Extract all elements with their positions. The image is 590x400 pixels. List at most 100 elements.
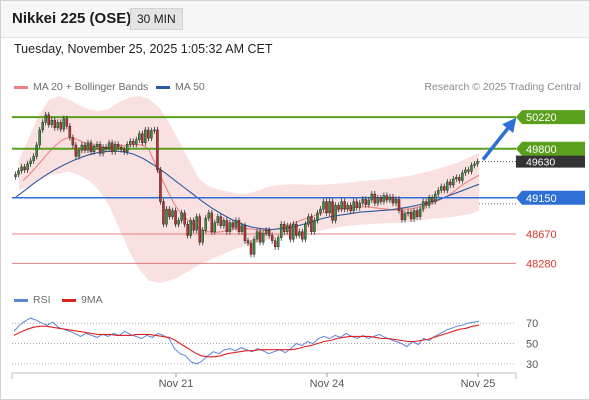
candle-body [282, 223, 286, 232]
candle-body [373, 193, 377, 204]
last-price-label: 49630 [526, 157, 555, 169]
candle-body [153, 129, 156, 132]
candle-body [470, 165, 473, 172]
candle-body [71, 137, 75, 146]
candle-body [304, 223, 307, 240]
timeframe-badge[interactable]: 30 MIN [130, 8, 183, 30]
candle-body [361, 199, 365, 204]
candle-body [301, 231, 304, 240]
chart-header: Nikkei 225 (OSE) 30 MIN [1, 1, 589, 38]
candle-body [243, 225, 247, 241]
candle-body [355, 201, 358, 208]
candle-body [86, 142, 90, 151]
candle-body [406, 211, 410, 214]
candle-body [258, 231, 262, 243]
candle-body [156, 129, 159, 171]
legend-swatch [14, 298, 28, 302]
candle-body [409, 211, 413, 220]
candle-body [452, 178, 455, 186]
candle-body [458, 177, 461, 181]
candle-body [231, 222, 235, 228]
candle-body [186, 223, 189, 236]
candle-body [14, 174, 17, 177]
candle-body [298, 231, 301, 236]
candle-body [122, 149, 126, 152]
candle-body [376, 197, 380, 204]
candle-body [273, 240, 277, 248]
candle-body [128, 141, 132, 145]
pivot-label: 49150 [526, 193, 557, 205]
candle-body [337, 205, 340, 210]
candle-body [192, 220, 195, 231]
candle-body [150, 130, 153, 139]
legend-swatch [62, 298, 76, 302]
candle-body [264, 230, 268, 234]
candle-body [207, 212, 211, 219]
candle-body [56, 122, 60, 128]
candle-body [476, 161, 479, 165]
candle-body [261, 233, 265, 243]
candle-body [174, 210, 177, 225]
candle-body [110, 142, 114, 152]
candle-body [276, 237, 280, 248]
candle-body [101, 147, 105, 154]
candle-body [222, 220, 226, 226]
candle-body [171, 210, 174, 217]
candle-body [234, 220, 238, 228]
candle-body [455, 177, 458, 180]
candle-body [65, 118, 69, 127]
candle-body [204, 217, 207, 231]
rsi-tick-label: 70 [526, 318, 538, 330]
rsi-tick-label: 50 [526, 339, 538, 351]
candle-body [446, 181, 449, 191]
candle-body [252, 239, 256, 255]
candle-body [195, 216, 198, 231]
candle-body [210, 212, 214, 232]
candle-body [352, 201, 355, 211]
candle-body [313, 220, 316, 232]
candle-body [246, 240, 250, 244]
candle-body [325, 201, 328, 214]
candle-body [473, 163, 476, 166]
candle-body [89, 142, 93, 152]
candle-body [50, 119, 54, 125]
candle-body [159, 169, 162, 202]
resistance-label: 50220 [526, 112, 557, 124]
candle-body [228, 222, 232, 232]
legend-label: RSI [33, 294, 51, 306]
candle-body [17, 170, 20, 175]
legend-ma20-bollinger: MA 20 + Bollinger Bands [14, 81, 148, 93]
candle-body [415, 210, 419, 217]
candle-body [343, 201, 346, 210]
x-tick-label: Nov 21 [159, 378, 194, 390]
support-label: 48670 [526, 229, 557, 241]
candle-body [107, 142, 111, 149]
candle-body [74, 144, 78, 157]
candle-body [225, 220, 229, 232]
candle-body [168, 208, 171, 217]
candle-body [201, 230, 204, 243]
candle-body [449, 181, 452, 186]
candle-body [443, 186, 446, 191]
candle-body [385, 195, 389, 201]
candle-body [77, 150, 81, 157]
resistance-tag [516, 110, 585, 125]
candle-body [379, 197, 383, 202]
candle-body [412, 210, 416, 220]
candle-body [340, 201, 343, 210]
candle-body [421, 201, 425, 210]
instrument-title: Nikkei 225 (OSE) [12, 10, 132, 27]
candle-body [430, 197, 434, 202]
candle-body [35, 144, 38, 157]
candle-body [331, 201, 334, 221]
rsi-9ma-line [13, 324, 480, 358]
candle-body [279, 223, 283, 238]
candle-body [240, 225, 244, 232]
legend-label: 9MA [81, 294, 103, 306]
candle-body [26, 163, 29, 171]
candle-body [439, 186, 443, 191]
candle-body [198, 216, 201, 243]
candle-body [95, 144, 99, 147]
candle-body [400, 210, 404, 220]
